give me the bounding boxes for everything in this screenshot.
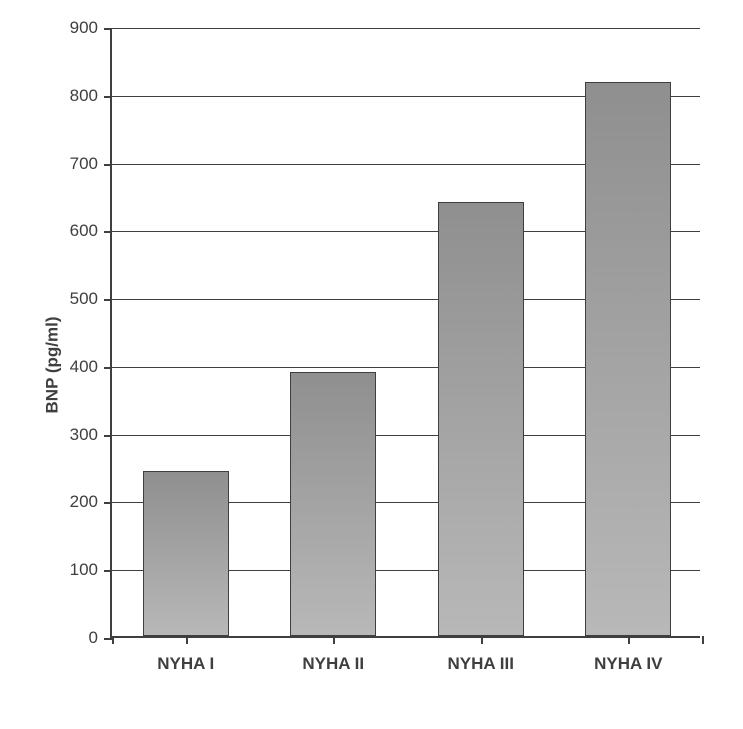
bar bbox=[143, 471, 229, 636]
bnp-bar-chart: BNP (pg/ml) 0100200300400500600700800900… bbox=[0, 0, 743, 729]
ytick-label: 800 bbox=[70, 86, 112, 106]
ytick-label: 400 bbox=[70, 357, 112, 377]
xtick-label: NYHA III bbox=[448, 636, 514, 674]
xtick-label: NYHA IV bbox=[594, 636, 662, 674]
bar bbox=[438, 202, 524, 636]
ytick-label: 300 bbox=[70, 425, 112, 445]
ytick-label: 100 bbox=[70, 560, 112, 580]
xtick-mark bbox=[112, 636, 114, 644]
xtick-label: NYHA II bbox=[302, 636, 364, 674]
xtick-label: NYHA I bbox=[157, 636, 214, 674]
ytick-label: 500 bbox=[70, 289, 112, 309]
xtick-mark bbox=[702, 636, 704, 644]
y-axis-label: BNP (pg/ml) bbox=[42, 316, 62, 413]
ytick-label: 700 bbox=[70, 154, 112, 174]
ytick-label: 200 bbox=[70, 492, 112, 512]
bar bbox=[585, 82, 671, 636]
bar bbox=[290, 372, 376, 636]
ytick-label: 0 bbox=[89, 628, 112, 648]
ytick-label: 600 bbox=[70, 221, 112, 241]
plot-area: 0100200300400500600700800900NYHA INYHA I… bbox=[110, 28, 700, 638]
ytick-label: 900 bbox=[70, 18, 112, 38]
grid-line bbox=[112, 28, 700, 29]
